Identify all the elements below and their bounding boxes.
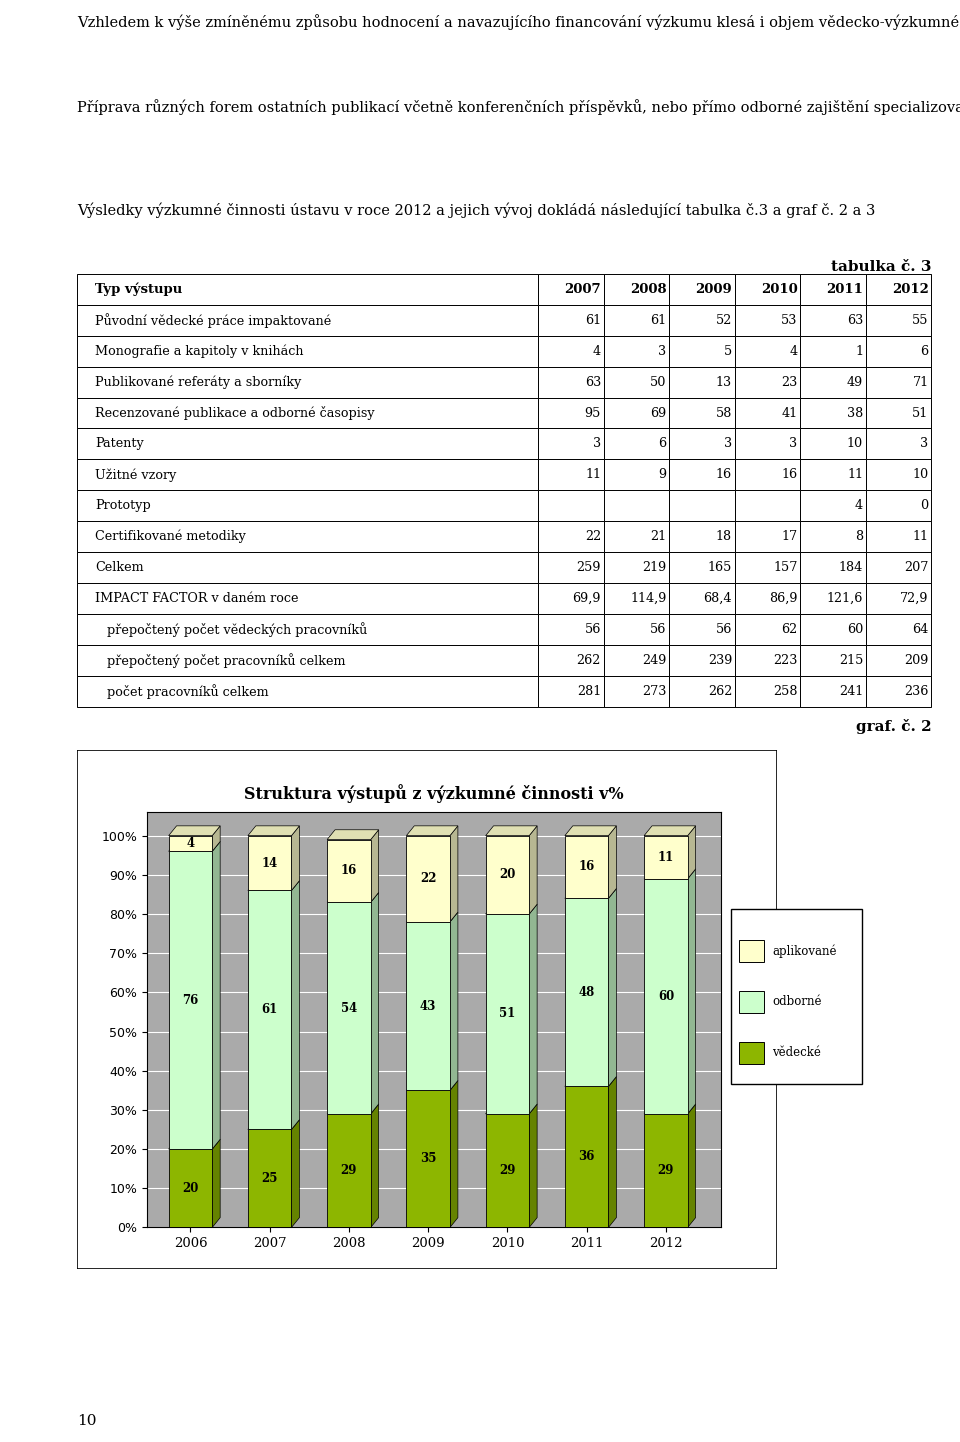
- Polygon shape: [212, 842, 220, 1149]
- Text: 25: 25: [261, 1172, 277, 1185]
- Polygon shape: [687, 1105, 696, 1227]
- Polygon shape: [371, 829, 378, 903]
- Bar: [248, 836, 292, 891]
- Polygon shape: [529, 826, 538, 914]
- Text: 51: 51: [499, 1008, 516, 1021]
- Polygon shape: [292, 826, 300, 891]
- Bar: [248, 1129, 292, 1227]
- Bar: [327, 839, 371, 903]
- Polygon shape: [371, 1105, 378, 1227]
- Bar: [486, 914, 529, 1113]
- Text: Vzhledem k výše zmíněnému způsobu hodnocení a navazujícího financování výzkumu k: Vzhledem k výše zmíněnému způsobu hodnoc…: [77, 14, 960, 30]
- Text: odborné: odborné: [772, 995, 822, 1008]
- Polygon shape: [564, 888, 616, 898]
- Polygon shape: [169, 826, 220, 836]
- Text: 29: 29: [341, 1164, 357, 1177]
- Text: 48: 48: [579, 986, 595, 999]
- Polygon shape: [169, 1139, 220, 1149]
- Polygon shape: [327, 893, 378, 903]
- Polygon shape: [450, 911, 458, 1090]
- Bar: [564, 1086, 609, 1227]
- Bar: [739, 991, 764, 1012]
- Bar: [248, 891, 292, 1129]
- Polygon shape: [450, 1080, 458, 1227]
- Polygon shape: [486, 826, 538, 836]
- Text: aplikované: aplikované: [772, 945, 836, 957]
- Polygon shape: [687, 826, 696, 878]
- Bar: [406, 921, 450, 1090]
- Polygon shape: [169, 842, 220, 851]
- Polygon shape: [406, 911, 458, 921]
- Bar: [739, 940, 764, 962]
- Text: 29: 29: [658, 1164, 674, 1177]
- Polygon shape: [529, 904, 538, 1113]
- Bar: [564, 836, 609, 898]
- Bar: [486, 836, 529, 914]
- Polygon shape: [212, 1139, 220, 1227]
- Polygon shape: [644, 870, 696, 878]
- Polygon shape: [450, 826, 458, 921]
- Text: 20: 20: [182, 1182, 199, 1195]
- Polygon shape: [212, 826, 220, 851]
- Polygon shape: [486, 1105, 538, 1113]
- Polygon shape: [371, 893, 378, 1113]
- Polygon shape: [248, 1119, 300, 1129]
- Text: 61: 61: [261, 1004, 277, 1017]
- Text: 10: 10: [77, 1413, 96, 1428]
- Bar: [739, 1041, 764, 1064]
- Text: 36: 36: [579, 1151, 595, 1164]
- Text: 29: 29: [499, 1164, 516, 1177]
- Text: 11: 11: [658, 851, 674, 864]
- Bar: [644, 878, 687, 1113]
- Polygon shape: [687, 870, 696, 1113]
- Bar: [564, 898, 609, 1086]
- Text: 60: 60: [658, 989, 674, 1002]
- Text: tabulka č. 3: tabulka č. 3: [830, 260, 931, 274]
- Polygon shape: [248, 826, 300, 836]
- Text: 4: 4: [186, 836, 195, 849]
- Polygon shape: [327, 829, 378, 839]
- Polygon shape: [406, 1080, 458, 1090]
- Polygon shape: [564, 826, 616, 836]
- Text: Výsledky výzkumné činnosti ústavu v roce 2012 a jejich vývoj dokládá následující: Výsledky výzkumné činnosti ústavu v roce…: [77, 202, 876, 218]
- Bar: [169, 1149, 212, 1227]
- Polygon shape: [609, 888, 616, 1086]
- Text: Příprava různých forem ostatních publikací včetně konferenčních příspěvků, nebo : Příprava různých forem ostatních publika…: [77, 99, 960, 115]
- Polygon shape: [644, 826, 696, 836]
- Text: 76: 76: [182, 994, 199, 1007]
- Polygon shape: [609, 826, 616, 898]
- Text: 20: 20: [499, 868, 516, 881]
- Polygon shape: [406, 826, 458, 836]
- Bar: [406, 1090, 450, 1227]
- Bar: [486, 1113, 529, 1227]
- Text: 14: 14: [261, 857, 277, 870]
- Polygon shape: [529, 1105, 538, 1227]
- Polygon shape: [292, 1119, 300, 1227]
- Text: 54: 54: [341, 1002, 357, 1015]
- Polygon shape: [564, 1077, 616, 1086]
- Text: 35: 35: [420, 1152, 437, 1165]
- Polygon shape: [292, 881, 300, 1129]
- Bar: [644, 836, 687, 878]
- Text: 22: 22: [420, 872, 437, 885]
- Polygon shape: [327, 1105, 378, 1113]
- Text: 16: 16: [341, 864, 357, 877]
- Bar: [644, 1113, 687, 1227]
- Bar: [327, 1113, 371, 1227]
- Bar: [169, 836, 212, 851]
- Polygon shape: [486, 904, 538, 914]
- Text: graf. č. 2: graf. č. 2: [855, 720, 931, 734]
- Polygon shape: [609, 1077, 616, 1227]
- Text: Struktura výstupů z výzkumné činnosti v%: Struktura výstupů z výzkumné činnosti v%: [244, 784, 624, 803]
- Polygon shape: [248, 881, 300, 891]
- Bar: [169, 851, 212, 1149]
- Polygon shape: [644, 1105, 696, 1113]
- Bar: [406, 836, 450, 921]
- Text: 16: 16: [579, 861, 595, 874]
- Bar: [327, 903, 371, 1113]
- Text: 43: 43: [420, 999, 437, 1012]
- Text: vědecké: vědecké: [772, 1047, 821, 1060]
